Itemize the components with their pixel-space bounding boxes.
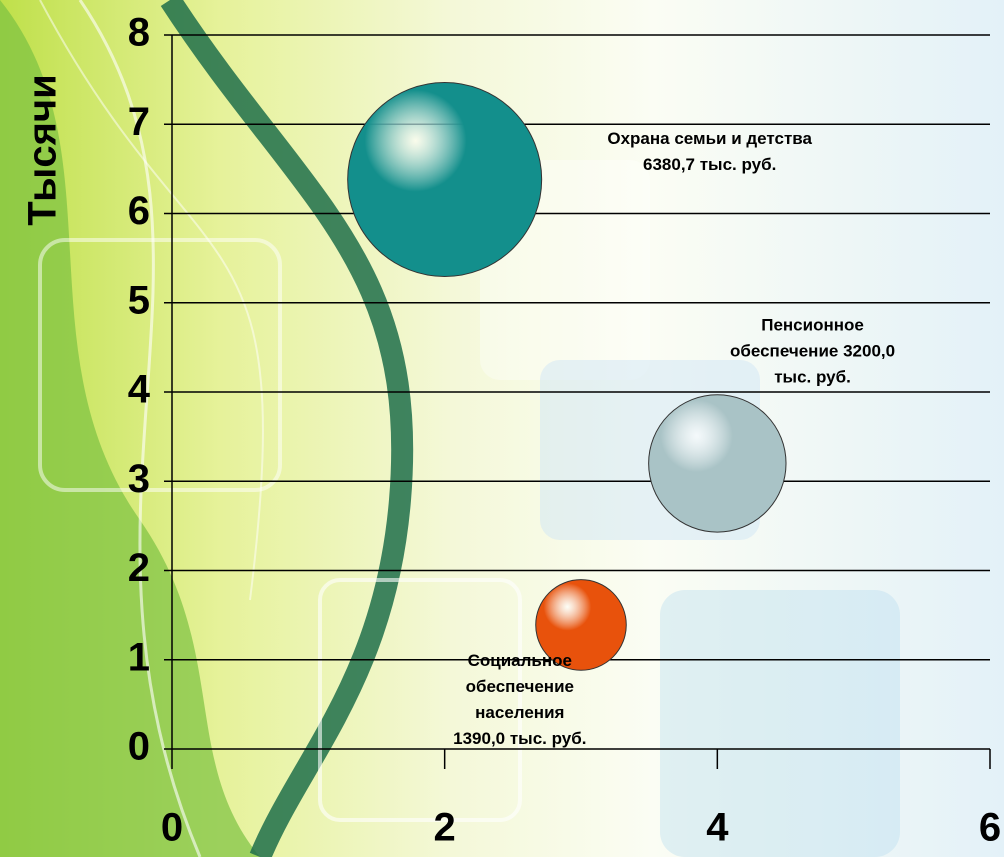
y-tick-label: 6 — [128, 189, 150, 233]
data-label: Пенсионное — [761, 316, 864, 335]
y-tick-label: 1 — [128, 635, 150, 679]
data-label: тыс. руб. — [774, 368, 851, 387]
data-label: 6380,7 тыс. руб. — [643, 155, 776, 174]
y-tick-label: 0 — [128, 725, 150, 769]
bubble — [347, 82, 543, 278]
data-label: обеспечение — [466, 677, 574, 696]
data-label: Охрана семьи и детства — [607, 129, 812, 148]
y-tick-label: 4 — [128, 368, 151, 412]
data-label: Социальное — [468, 651, 572, 670]
data-label: населения — [475, 703, 564, 722]
x-tick-label: 2 — [434, 806, 456, 850]
x-tick-label: 4 — [706, 806, 729, 850]
bubble — [648, 394, 787, 533]
y-tick-label: 3 — [128, 457, 150, 501]
data-label: 1390,0 тыс. руб. — [453, 729, 586, 748]
y-tick-label: 7 — [128, 100, 150, 144]
data-label: обеспечение 3200,0 — [730, 342, 895, 361]
y-tick-label: 5 — [128, 278, 150, 322]
y-axis-title: Тысячи — [21, 74, 65, 225]
x-tick-label: 6 — [979, 806, 1001, 850]
y-tick-label: 8 — [128, 11, 150, 55]
x-tick-label: 0 — [161, 806, 183, 850]
y-tick-label: 2 — [128, 546, 150, 590]
bubble — [535, 579, 627, 671]
